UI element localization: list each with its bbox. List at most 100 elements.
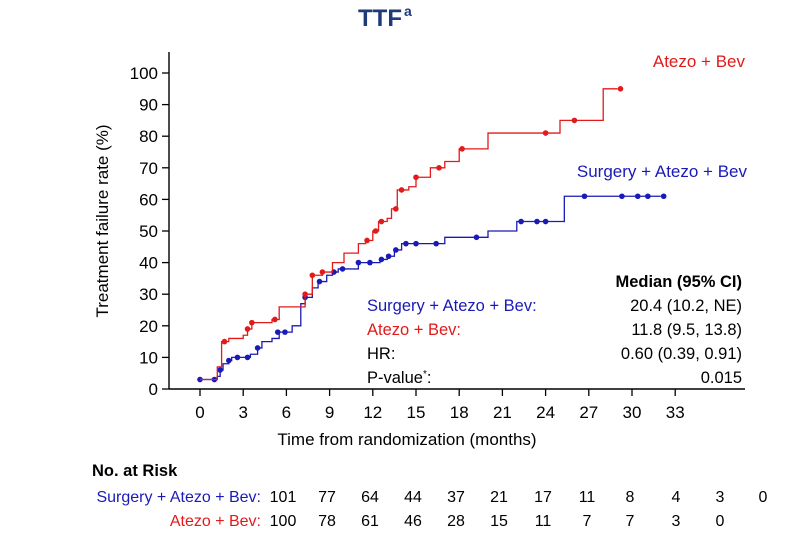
at-risk-value: 4: [672, 489, 681, 506]
stats-row-value: 11.8 (9.5, 13.8): [631, 321, 742, 339]
censor-point: [302, 291, 308, 298]
censor-point: [244, 354, 251, 361]
chart-title: TTF a: [358, 3, 412, 32]
at-risk-value: 11: [535, 513, 552, 530]
x-tick-label: 6: [282, 403, 291, 422]
at-risk-value: 7: [583, 513, 592, 530]
at-risk-value: 21: [490, 489, 508, 506]
censor-point: [581, 193, 588, 200]
at-risk-value: 37: [447, 489, 465, 506]
at-risk-row-label: Surgery + Atezo + Bev:: [96, 489, 261, 506]
x-tick-label: 0: [195, 403, 204, 422]
censor-point: [433, 240, 439, 247]
stats-row-label: Surgery + Atezo + Bev:: [367, 297, 537, 315]
x-tick-label: 3: [238, 403, 247, 422]
stats-row-value: 0.60 (0.39, 0.91): [621, 345, 742, 363]
series-label-surgery-atezo-bev: Surgery + Atezo + Bev: [577, 162, 748, 181]
p-value-suffix: :: [427, 369, 432, 387]
y-ticks: 0 10 20 30 40 50 60 70 80 90 100: [130, 64, 169, 399]
censor-point: [282, 329, 288, 335]
y-tick-label: 60: [139, 190, 158, 209]
at-risk-value: 61: [361, 513, 379, 530]
x-tick-label: 27: [579, 403, 598, 422]
at-risk-value: 11: [579, 489, 596, 506]
stats-row-label: HR:: [367, 345, 395, 363]
stats-header: Median (95% CI): [615, 273, 742, 291]
at-risk-value: 64: [361, 489, 379, 506]
at-risk-value: 77: [318, 489, 336, 506]
p-value-superscript: *: [423, 369, 427, 380]
axes: 0 10 20 30 40 50 60 70 80 90 100 0 3 6 9 12 15 18 21 24 27 3…: [130, 52, 745, 422]
series-layer: [197, 86, 667, 383]
x-tick-label: 24: [536, 403, 555, 422]
censor-point: [542, 130, 549, 136]
stats-row-label: Atezo + Bev:: [367, 321, 461, 339]
at-risk-value: 100: [270, 513, 297, 530]
censor-point: [355, 259, 362, 266]
censor-point: [393, 206, 399, 212]
at-risk-value: 3: [716, 489, 725, 506]
p-value-label: P-value: [367, 369, 423, 387]
censor-point: [473, 234, 480, 241]
censor-point: [617, 86, 624, 92]
x-tick-label: 9: [325, 403, 334, 422]
y-axis-label: Treatment failure rate (%): [93, 124, 112, 317]
censor-point: [542, 218, 549, 225]
censor-point: [534, 218, 540, 225]
stats-table: Median (95% CI) Surgery + Atezo + Bev: 2…: [367, 273, 742, 387]
at-risk-value: 44: [404, 489, 422, 506]
censor-point: [398, 187, 405, 193]
censor-point: [403, 240, 409, 247]
censor-point: [385, 253, 392, 260]
at-risk-value: 7: [626, 513, 635, 530]
at-risk-value: 0: [716, 513, 725, 530]
censor-point: [221, 338, 228, 345]
censor-point: [619, 193, 625, 200]
x-axis-label: Time from randomization (months): [277, 430, 536, 449]
censor-point: [316, 278, 323, 285]
x-tick-label: 15: [407, 403, 426, 422]
series-atezo-bev: [200, 86, 624, 381]
y-tick-label: 10: [139, 348, 158, 367]
at-risk-value: 8: [626, 489, 635, 506]
censor-point: [393, 247, 399, 253]
stats-row-label: P-value*:: [367, 369, 431, 387]
censor-point: [571, 117, 578, 124]
y-tick-label: 70: [139, 159, 158, 178]
censor-point: [226, 357, 232, 364]
censor-point: [634, 193, 641, 200]
censor-point: [234, 354, 241, 361]
censor-point: [372, 228, 379, 234]
series-step-line: [200, 195, 661, 381]
censor-point: [217, 367, 223, 373]
y-tick-label: 20: [139, 317, 158, 336]
at-risk-row-label: Atezo + Bev:: [170, 513, 261, 530]
censor-point: [319, 269, 326, 275]
y-tick-label: 80: [139, 127, 158, 146]
at-risk-title: No. at Risk: [92, 462, 178, 480]
censor-point: [378, 218, 385, 225]
at-risk-value: 78: [318, 513, 336, 530]
series-label-atezo-bev: Atezo + Bev: [653, 52, 746, 71]
y-tick-label: 30: [139, 285, 158, 304]
series-surgery-atezo-bev: [197, 193, 667, 383]
censor-point: [272, 316, 278, 323]
stats-row-value: 0.015: [701, 369, 742, 387]
censor-point: [660, 193, 667, 200]
stats-row-value: 20.4 (10.2, NE): [630, 297, 742, 315]
y-tick-label: 40: [139, 254, 158, 273]
x-tick-label: 30: [623, 403, 642, 422]
y-tick-label: 0: [149, 380, 158, 399]
x-tick-label: 21: [493, 403, 512, 422]
censor-point: [645, 193, 651, 200]
x-ticks: 0 3 6 9 12 15 18 21 24 27 30 33: [195, 389, 685, 422]
censor-point: [436, 165, 442, 171]
censor-point: [244, 326, 251, 332]
censor-point: [518, 218, 524, 225]
censor-point: [274, 329, 281, 335]
chart-title-text: TTF: [358, 5, 402, 32]
x-tick-label: 18: [450, 403, 469, 422]
censor-point: [367, 259, 373, 266]
